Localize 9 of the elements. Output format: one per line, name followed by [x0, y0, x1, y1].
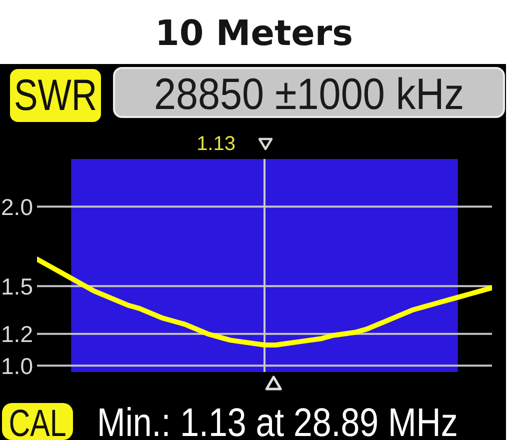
- chart-subtitle: 28850 ±1000 kHz: [154, 69, 464, 118]
- text: CAL: [8, 402, 66, 440]
- text: Min.: 1.13 at 28.89 MHz: [97, 399, 458, 440]
- text: 1.13: [196, 133, 236, 155]
- y-tick-label: 1.0: [1, 352, 33, 379]
- y-tick-label: 1.2: [1, 321, 33, 348]
- chart-title: 10 Meters: [154, 14, 354, 54]
- y-tick-label: 1.5: [1, 273, 33, 300]
- y-tick-label: 2.0: [1, 194, 33, 220]
